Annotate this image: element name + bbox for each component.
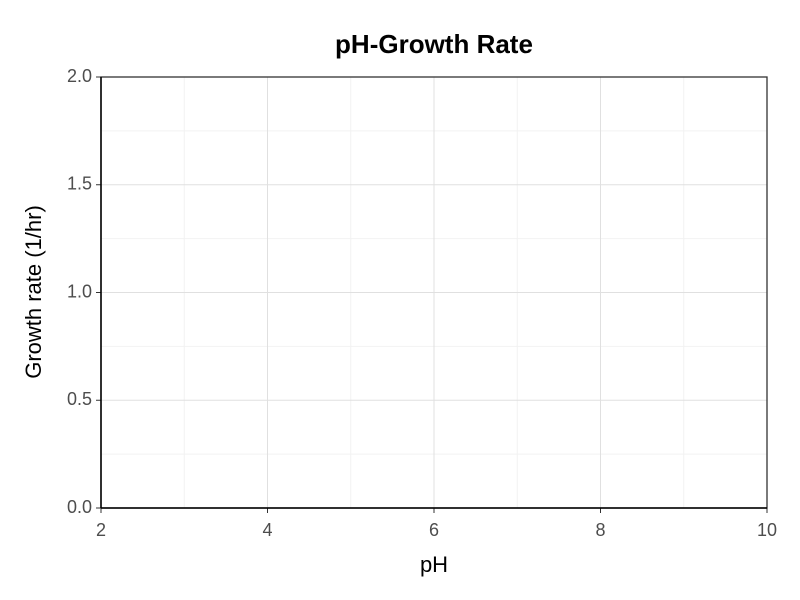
- x-tick-label: 8: [595, 520, 605, 540]
- x-tick-label: 6: [429, 520, 439, 540]
- x-tick-label: 10: [757, 520, 777, 540]
- x-tick-label: 4: [262, 520, 272, 540]
- y-axis-label: Growth rate (1/hr): [21, 205, 46, 379]
- y-tick-label: 2.0: [67, 66, 92, 86]
- y-tick-label: 1.5: [67, 174, 92, 194]
- y-tick-label: 0.5: [67, 389, 92, 409]
- x-axis-label: pH: [420, 552, 448, 577]
- chart-title: pH-Growth Rate: [335, 29, 533, 59]
- y-tick-label: 0.0: [67, 497, 92, 517]
- x-tick-label: 2: [96, 520, 106, 540]
- y-tick-label: 1.0: [67, 281, 92, 301]
